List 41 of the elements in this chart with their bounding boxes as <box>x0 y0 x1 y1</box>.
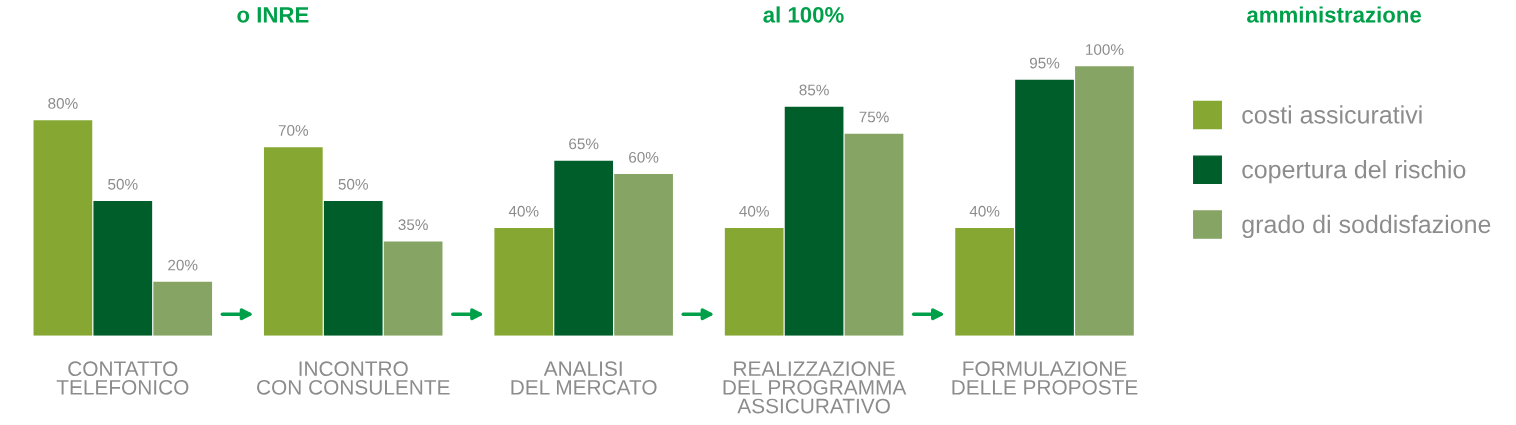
data-label: 50% <box>108 178 138 190</box>
bar <box>844 133 904 336</box>
bar <box>955 227 1014 336</box>
bar <box>614 174 673 336</box>
data-label: 100% <box>1086 44 1124 55</box>
bar <box>323 201 383 336</box>
bar <box>383 241 443 336</box>
bar <box>1075 66 1134 336</box>
text: o INRE <box>237 7 309 23</box>
bar <box>153 281 213 336</box>
data-label: 85% <box>799 84 829 96</box>
data-label: 40% <box>508 205 539 217</box>
text: amministrazione <box>1247 6 1421 23</box>
data-label: 65% <box>569 138 599 150</box>
data-label: 40% <box>969 205 1000 217</box>
text: al 100% <box>763 6 844 23</box>
data-label: 60% <box>629 151 659 163</box>
x-tick-label: REALIZZAZIONE DEL PROGRAMMA ASSICURATIVO <box>723 361 907 414</box>
bar <box>1015 79 1074 336</box>
x-tick-label: ANALISI DEL MERCATO <box>511 361 657 395</box>
legend-label: costi assicurativi <box>1242 105 1422 124</box>
bar <box>93 201 153 336</box>
bar <box>554 160 614 336</box>
data-label: 50% <box>338 178 368 190</box>
data-label: 95% <box>1029 57 1060 69</box>
bar <box>784 106 844 336</box>
bar <box>724 227 784 336</box>
x-tick-label: INCONTRO CON CONSULENTE <box>257 361 450 395</box>
data-label: 75% <box>859 111 889 123</box>
legend-label: copertura del rischio <box>1242 160 1466 184</box>
data-label: 40% <box>739 205 769 217</box>
x-tick-label: CONTATTO TELEFONICO <box>56 361 189 395</box>
data-label: 35% <box>398 219 428 231</box>
data-label: 80% <box>48 98 78 109</box>
legend-label: grado di soddisfazione <box>1242 214 1491 239</box>
x-tick-label: FORMULAZIONE DELLE PROPOSTE <box>952 361 1138 395</box>
bar <box>33 120 93 336</box>
data-label: 70% <box>278 124 309 136</box>
bar <box>263 147 323 336</box>
bar <box>494 227 554 336</box>
data-label: 20% <box>168 259 198 271</box>
